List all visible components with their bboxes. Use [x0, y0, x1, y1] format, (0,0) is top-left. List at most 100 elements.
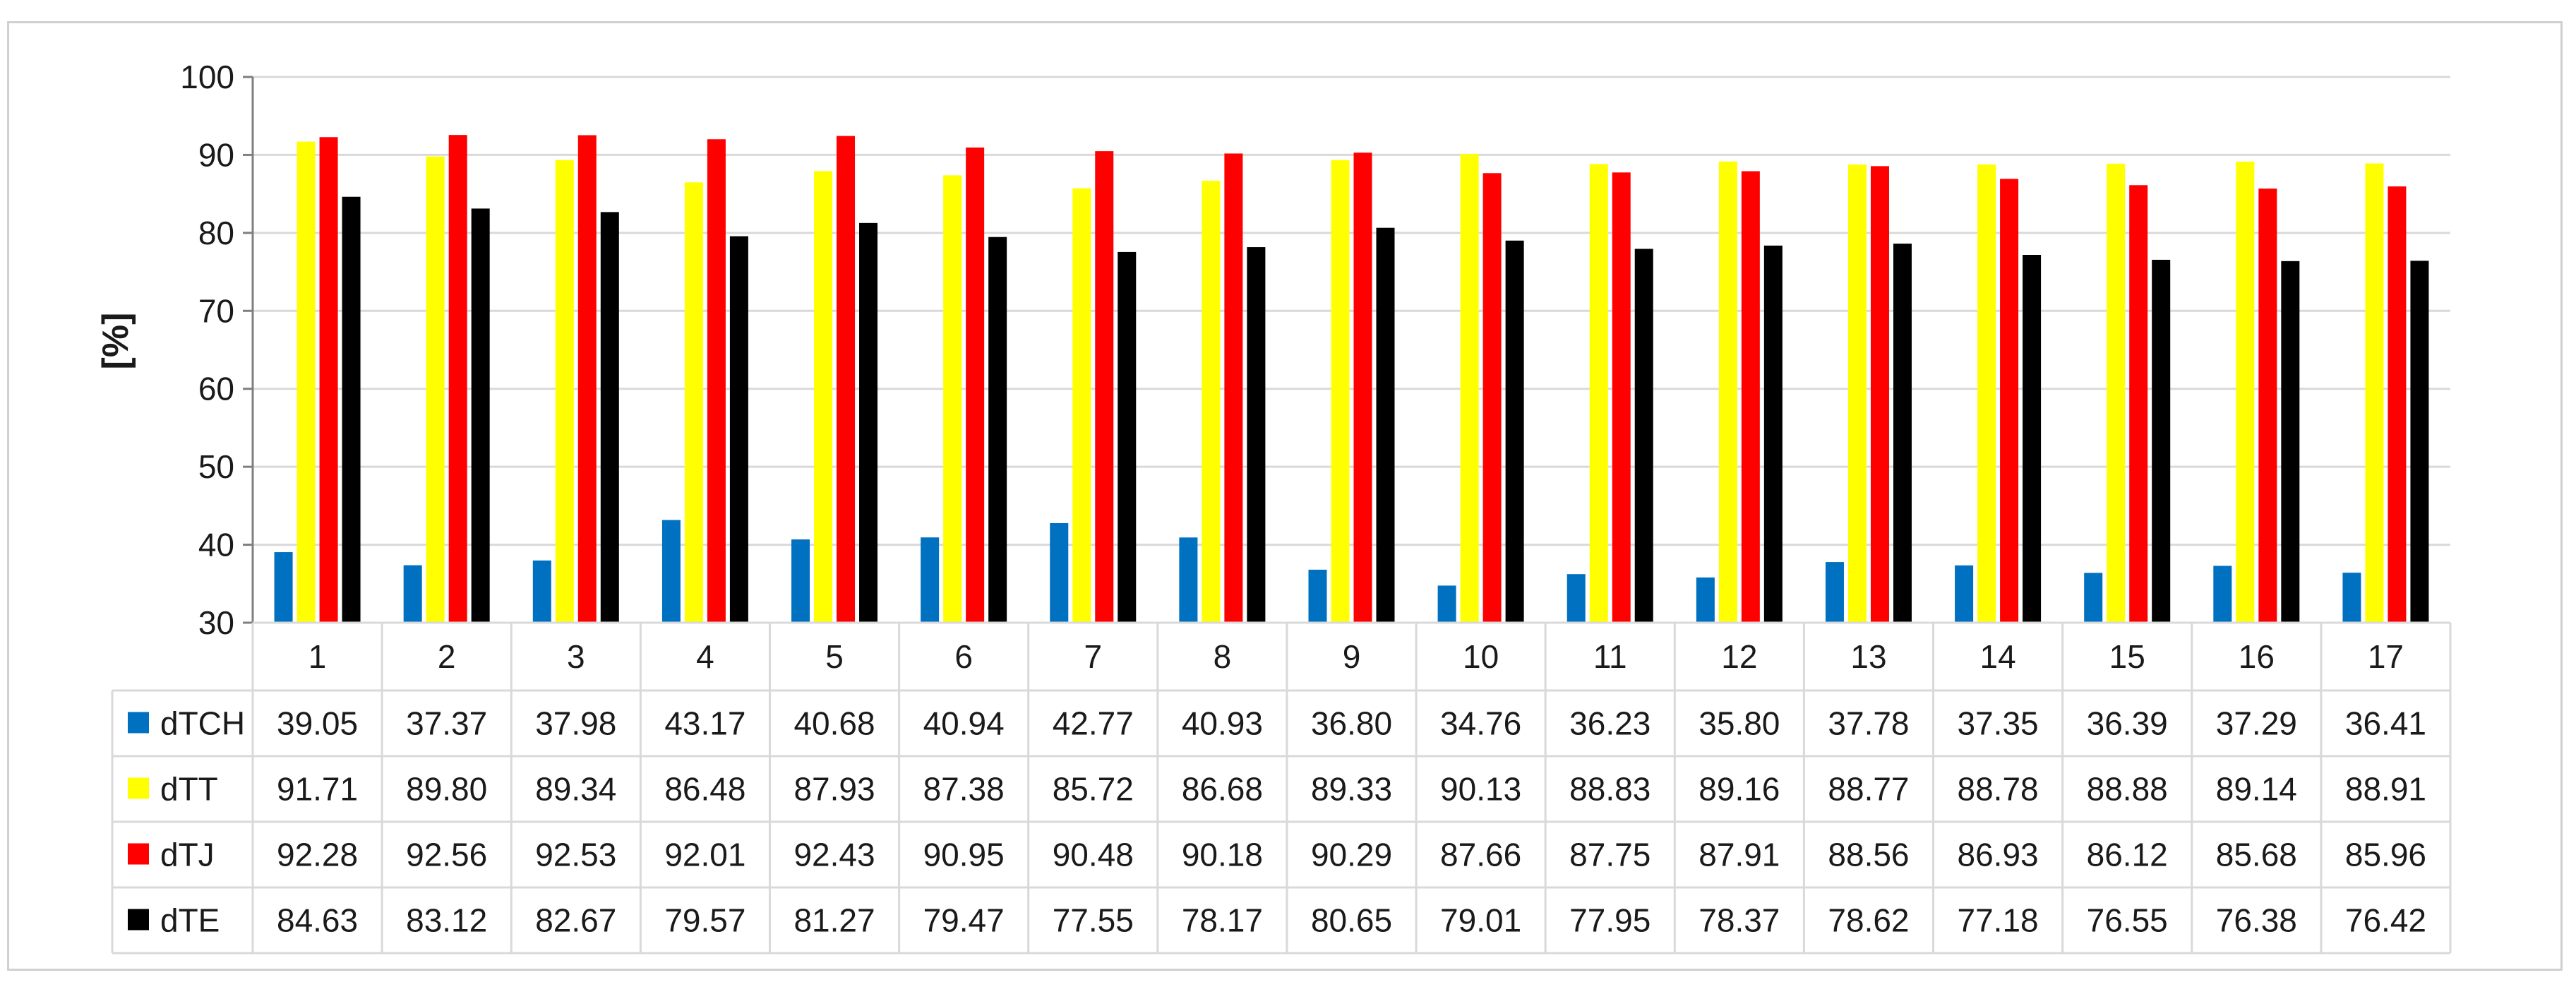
data-label-dTJ: 87.75: [1569, 837, 1651, 873]
data-label-dTCH: 37.37: [406, 705, 487, 742]
y-tick-label: 40: [198, 527, 234, 563]
data-label-dTT: 85.72: [1053, 771, 1134, 808]
bar-dTCH-11: [1566, 574, 1586, 623]
legend-label-dTE: dTE: [160, 902, 220, 939]
x-tick-label: 4: [696, 638, 714, 675]
data-label-dTJ: 92.43: [793, 837, 875, 873]
y-tick-label: 60: [198, 371, 234, 407]
bar-dTJ-12: [1741, 171, 1760, 623]
data-label-dTT: 89.14: [2216, 771, 2297, 808]
data-label-dTJ: 87.91: [1699, 837, 1780, 873]
data-label-dTCH: 35.80: [1699, 705, 1780, 742]
data-label-dTE: 77.55: [1053, 902, 1134, 939]
x-tick-label: 8: [1214, 638, 1232, 675]
bar-dTJ-5: [837, 136, 856, 623]
data-label-dTE: 82.67: [535, 902, 616, 939]
bar-dTJ-6: [966, 147, 985, 623]
bar-dTE-2: [471, 208, 490, 623]
x-tick-label: 6: [954, 638, 973, 675]
y-tick-label: 100: [180, 59, 234, 95]
bar-dTE-14: [2023, 254, 2042, 623]
y-tick-label: 90: [198, 136, 234, 173]
data-label-dTJ: 92.53: [535, 837, 616, 873]
legend-key-dTJ: [128, 843, 149, 865]
bar-dTJ-13: [1870, 166, 1889, 623]
bar-dTJ-10: [1482, 173, 1502, 623]
bar-dTT-17: [2365, 163, 2384, 623]
y-tick-label: 70: [198, 292, 234, 329]
data-label-dTE: 78.37: [1699, 902, 1780, 939]
bar-dTE-9: [1376, 227, 1395, 623]
chart-frame: 30 40 50 60 70 80 90 100 1 2 3 4 5 6 7 8 9 10 11 12 13 14 15 1…: [7, 21, 2563, 971]
legend-label-dTT: dTT: [160, 771, 218, 808]
bar-dTE-4: [729, 236, 748, 623]
bar-dTCH-9: [1308, 569, 1327, 623]
data-label-dTCH: 40.68: [793, 705, 875, 742]
data-label-dTCH: 37.29: [2216, 705, 2297, 742]
y-tick-label: 50: [198, 448, 234, 485]
bar-dTT-4: [684, 182, 703, 623]
x-tick-label: 2: [438, 638, 456, 675]
data-label-dTCH: 36.80: [1311, 705, 1392, 742]
data-label-dTCH: 36.39: [2087, 705, 2168, 742]
bar-dTJ-2: [448, 135, 467, 623]
x-tick-label: 16: [2239, 638, 2275, 675]
data-label-dTCH: 43.17: [664, 705, 745, 742]
bar-dTT-3: [555, 160, 574, 623]
data-label-dTJ: 92.28: [277, 837, 358, 873]
bar-dTCH-12: [1696, 577, 1715, 623]
bar-dTT-11: [1589, 164, 1608, 623]
data-label-dTT: 86.48: [664, 771, 745, 808]
x-tick-label: 13: [1850, 638, 1886, 675]
data-label-dTCH: 34.76: [1440, 705, 1521, 742]
data-label-dTE: 78.17: [1182, 902, 1263, 939]
data-label-dTT: 90.13: [1440, 771, 1521, 808]
x-tick-label: 5: [825, 638, 844, 675]
bar-dTJ-1: [319, 137, 338, 623]
y-axis-label: [%]: [95, 313, 136, 370]
data-label-dTT: 89.33: [1311, 771, 1392, 808]
x-tick-label: 1: [308, 638, 327, 675]
bar-dTE-11: [1634, 249, 1653, 623]
legend-label-dTCH: dTCH: [160, 705, 245, 742]
data-label-dTCH: 36.41: [2345, 705, 2426, 742]
bar-dTE-17: [2410, 261, 2429, 623]
data-label-dTCH: 37.35: [1958, 705, 2039, 742]
bar-dTCH-1: [274, 552, 293, 623]
x-tick-label: 14: [1980, 638, 2016, 675]
data-label-dTT: 88.78: [1958, 771, 2039, 808]
bar-dTCH-5: [791, 539, 810, 623]
bar-dTE-15: [2152, 259, 2171, 623]
bar-dTE-12: [1763, 245, 1783, 623]
legend-label-dTJ: dTJ: [160, 837, 215, 873]
bar-dTCH-13: [1825, 562, 1844, 623]
data-label-dTE: 81.27: [793, 902, 875, 939]
bar-dTT-8: [1202, 181, 1221, 623]
data-label-dTE: 83.12: [406, 902, 487, 939]
data-label-dTT: 89.34: [535, 771, 616, 808]
bar-dTT-2: [426, 156, 445, 623]
x-tick-label: 3: [567, 638, 585, 675]
bar-dTE-5: [859, 222, 878, 623]
data-label-dTT: 86.68: [1182, 771, 1263, 808]
data-label-dTCH: 37.78: [1828, 705, 1909, 742]
bar-dTT-16: [2236, 161, 2255, 623]
bar-dTE-13: [1893, 244, 1912, 623]
data-label-dTT: 88.91: [2345, 771, 2426, 808]
bar-dTE-7: [1118, 251, 1137, 623]
data-label-dTT: 88.88: [2087, 771, 2168, 808]
data-label-dTT: 88.77: [1828, 771, 1909, 808]
bar-dTE-6: [988, 237, 1007, 623]
data-label-dTJ: 85.68: [2216, 837, 2297, 873]
data-label-dTJ: 90.29: [1311, 837, 1392, 873]
data-label-dTJ: 90.95: [923, 837, 1005, 873]
data-label-dTE: 76.55: [2087, 902, 2168, 939]
data-label-dTCH: 39.05: [277, 705, 358, 742]
data-label-dTT: 87.38: [923, 771, 1005, 808]
bar-dTCH-14: [1955, 565, 1974, 623]
bar-dTJ-7: [1095, 151, 1114, 623]
x-tick-label: 15: [2109, 638, 2145, 675]
bar-dTT-12: [1718, 161, 1737, 623]
data-label-dTCH: 42.77: [1053, 705, 1134, 742]
data-label-dTCH: 40.93: [1182, 705, 1263, 742]
